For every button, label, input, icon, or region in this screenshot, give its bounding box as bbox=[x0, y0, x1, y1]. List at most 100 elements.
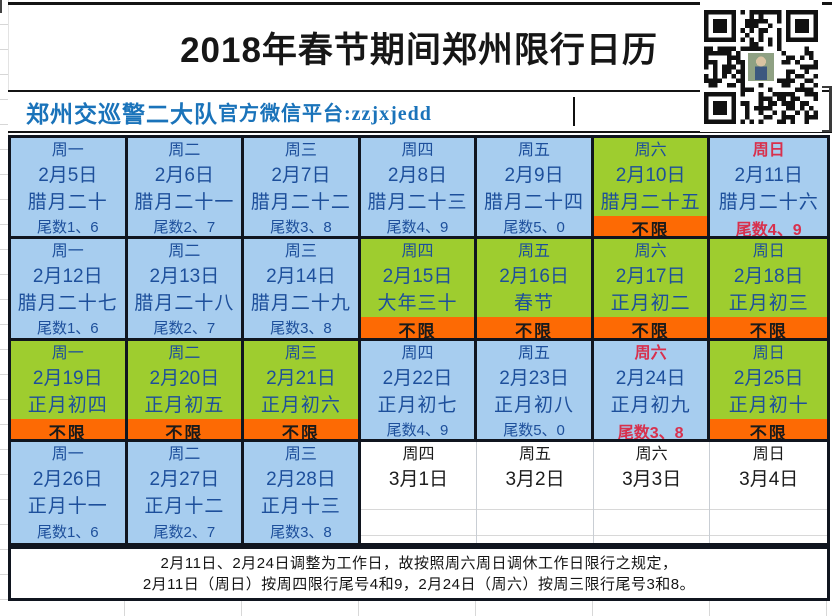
cell-weekday: 周日 bbox=[752, 243, 785, 261]
calendar-cell[interactable]: 周六 2月17日 正月初二 不限 bbox=[593, 239, 711, 341]
qr-code-pattern bbox=[704, 10, 818, 124]
cell-weekday: 周五 bbox=[518, 344, 551, 362]
cell-date: 3月2日 bbox=[505, 468, 565, 490]
cell-lunar: 春节 bbox=[514, 293, 555, 315]
calendar-cell[interactable]: 周日 2月25日 正月初十 不限 bbox=[710, 340, 827, 442]
cell-date: 2月7日 bbox=[271, 165, 331, 186]
cell-weekday: 周一 bbox=[51, 445, 84, 463]
cell-restriction: 不限 bbox=[11, 418, 125, 439]
calendar-cell[interactable]: 周二 2月6日 腊月二十一 尾数2、7 bbox=[127, 138, 245, 240]
cell-lunar: 正月初七 bbox=[377, 394, 458, 416]
cell-date: 2月5日 bbox=[38, 165, 98, 186]
calendar-cell[interactable]: 周二 2月27日 正月十二 尾数2、7 bbox=[127, 441, 245, 543]
cell-date: 3月4日 bbox=[739, 468, 799, 490]
calendar-cell[interactable]: 周日 3月4日 bbox=[710, 441, 827, 543]
cell-date: 2月22日 bbox=[382, 367, 453, 389]
calendar-cell[interactable]: 周一 2月5日 腊月二十 尾数1、6 bbox=[11, 138, 128, 240]
note-cell[interactable]: 2月11日、2月24日调整为工作日，故按照周六周日调休工作日限行之规定， 2月1… bbox=[8, 546, 830, 601]
cell-lunar: 正月十一 bbox=[27, 495, 108, 517]
cell-restriction: 尾数1、6 bbox=[36, 523, 99, 541]
cell-restriction bbox=[361, 520, 477, 543]
calendar-cell[interactable]: 周五 2月16日 春节 不限 bbox=[477, 239, 594, 341]
subtitle-org: 郑州交巡警二大队 bbox=[26, 100, 218, 127]
cell-restriction: 尾数1、6 bbox=[36, 320, 99, 338]
cell-lunar: 正月初八 bbox=[494, 394, 575, 416]
calendar-cell[interactable]: 周五 2月9日腊月二十四尾数5、0 bbox=[477, 138, 594, 240]
cell-date: 2月17日 bbox=[615, 266, 686, 288]
cell-lunar bbox=[477, 493, 593, 520]
cell-restriction: 尾数3、8 bbox=[617, 424, 684, 442]
calendar-cell[interactable]: 周日 2月18日 正月初三 不限 bbox=[710, 239, 827, 341]
cell-restriction bbox=[477, 520, 593, 543]
cell-restriction: 尾数3、8 bbox=[270, 523, 332, 541]
page-title: 2018年春节期间郑州限行日历 bbox=[180, 30, 658, 70]
cell-restriction: 不限 bbox=[710, 418, 827, 439]
calendar-cell[interactable]: 周三 2月21日 正月初六 不限 bbox=[244, 340, 361, 442]
cell-restriction: 尾数1、6 bbox=[36, 219, 99, 236]
cell-lunar: 正月初五 bbox=[144, 394, 225, 416]
cell-restriction: 不限 bbox=[360, 317, 475, 338]
calendar-cell[interactable]: 周四 2月8日 腊月二十三 尾数4、9 bbox=[360, 138, 478, 240]
calendar-cell[interactable]: 周二 2月13日 腊月二十八 尾数2、7 bbox=[127, 239, 245, 341]
cell-weekday: 周五 bbox=[518, 243, 551, 261]
calendar-cell[interactable]: 周三 2月28日 正月十三 尾数3、8 bbox=[244, 441, 361, 543]
cell-restriction: 不限 bbox=[244, 418, 358, 439]
cell-restriction: 尾数3、8 bbox=[270, 219, 332, 236]
cell-date: 2月12日 bbox=[32, 266, 103, 288]
cell-date: 2月6日 bbox=[154, 165, 214, 186]
cell-weekday: 周六 bbox=[635, 445, 668, 463]
calendar-cell[interactable]: 周六 3月3日 bbox=[593, 441, 711, 543]
cell-weekday: 周四 bbox=[401, 142, 434, 159]
cell-weekday: 周三 bbox=[284, 344, 317, 362]
cell-restriction: 尾数5、0 bbox=[503, 421, 565, 439]
cell-lunar: 正月初九 bbox=[610, 394, 691, 416]
calendar-cell[interactable]: 周一 2月26日 正月十一 尾数1、6 bbox=[11, 441, 128, 543]
cell-lunar: 正月十二 bbox=[144, 495, 225, 517]
cell-lunar: 腊月二十六 bbox=[718, 192, 819, 213]
cell-restriction: 不限 bbox=[127, 418, 242, 439]
cell-restriction bbox=[710, 520, 827, 543]
cell-restriction: 尾数4、9 bbox=[386, 421, 449, 439]
calendar-cell[interactable]: 周六 2月24日 正月初九 尾数3、8 bbox=[593, 340, 711, 442]
cell-weekday: 周六 bbox=[634, 344, 667, 362]
cell-restriction: 尾数4、9 bbox=[386, 219, 449, 236]
title-cell[interactable]: 2018年春节期间郑州限行日历 bbox=[8, 6, 830, 88]
cell-lunar: 腊月二十九 bbox=[250, 293, 351, 315]
cell-lunar: 腊月二十八 bbox=[134, 293, 235, 315]
calendar-cell[interactable]: 周四 3月1日 bbox=[360, 441, 478, 543]
calendar-cell[interactable]: 周二 2月20日 正月初五 不限 bbox=[127, 340, 245, 442]
cell-lunar: 正月十三 bbox=[260, 495, 341, 517]
worksheet-bottom-gridlines bbox=[8, 601, 832, 616]
cell-weekday: 周二 bbox=[168, 243, 201, 261]
cell-restriction bbox=[594, 520, 710, 543]
cell-lunar: 腊月二十三 bbox=[367, 192, 468, 213]
calendar-cell[interactable]: 周四 2月15日 大年三十 不限 bbox=[360, 239, 478, 341]
cell-weekday: 周日 bbox=[752, 142, 785, 159]
qr-code-icon bbox=[700, 2, 822, 132]
calendar-cell[interactable]: 周三 2月14日 腊月二十九 尾数3、8 bbox=[244, 239, 361, 341]
cell-date: 3月1日 bbox=[388, 468, 449, 490]
cell-date: 2月9日 bbox=[504, 165, 564, 186]
cell-weekday: 周四 bbox=[401, 344, 434, 362]
subtitle-cell[interactable]: 郑州交巡警二大队 官方微信平台:zzjxjedd bbox=[8, 90, 832, 133]
calendar-cell[interactable]: 周三 2月7日 腊月二十二 尾数3、8 bbox=[244, 138, 361, 240]
calendar-cell[interactable]: 周一 2月19日 正月初四 不限 bbox=[11, 340, 128, 442]
cell-restriction: 不限 bbox=[593, 317, 708, 338]
calendar-cell[interactable]: 周日 2月11日 腊月二十六 尾数4、9 bbox=[710, 138, 827, 240]
cell-weekday: 周二 bbox=[168, 445, 201, 463]
cell-weekday: 周四 bbox=[401, 243, 434, 261]
calendar-cell[interactable]: 周一 2月12日 腊月二十七 尾数1、6 bbox=[11, 239, 128, 341]
cell-date: 2月19日 bbox=[32, 367, 103, 389]
calendar-cell[interactable]: 周六 2月10日 腊月二十五 不限 bbox=[593, 138, 711, 240]
cell-lunar: 腊月二十四 bbox=[484, 192, 585, 213]
calendar-cell[interactable]: 周四 2月22日正月初七尾数4、9 bbox=[360, 340, 478, 442]
subtitle-platform: 官方微信平台:zzjxjedd bbox=[218, 103, 432, 125]
cell-weekday: 周五 bbox=[518, 142, 551, 159]
note-line-2: 2月11日（周日）按周四限行尾号4和9，2月24日（周六）按周三限行尾号3和8。 bbox=[142, 575, 696, 593]
cell-restriction: 尾数3、8 bbox=[270, 320, 332, 338]
cell-date: 2月25日 bbox=[733, 367, 804, 389]
cell-restriction: 尾数5、0 bbox=[503, 219, 565, 236]
calendar-cell[interactable]: 周五 2月23日 正月初八 尾数5、0 bbox=[477, 340, 594, 442]
calendar-cell[interactable]: 周五 3月2日 bbox=[477, 441, 594, 543]
